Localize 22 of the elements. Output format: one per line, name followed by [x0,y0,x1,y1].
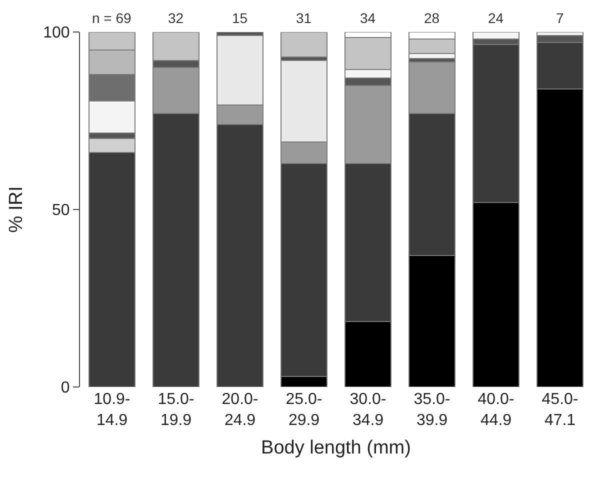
x-tick-label: 45.0- 47.1 [542,391,578,429]
text: 24 [488,10,504,26]
y-tick-label: 0 [60,380,70,397]
y-tick-label: 100 [43,24,70,42]
text: 32 [168,10,184,26]
x-tick-label: 35.0- 39.9 [414,391,450,429]
bar [280,32,328,58]
x-tick-label: 40.0- 44.9 [478,391,514,429]
x-tick-label: 30.0- 34.9 [350,391,386,429]
x-tick-label: 20.0- 24.9 [222,391,258,429]
text: 15 [232,10,248,26]
text: n = 69 [92,10,132,26]
text: 28 [424,10,440,26]
x-tick-label: 25.0- 29.9 [286,391,322,429]
x-axis-title: Body length (mm) [261,438,411,459]
text: 7 [556,10,564,26]
x-tick-label: 15.0- 19.9 [158,391,194,429]
y-axis-title: % IRI [6,186,27,233]
x-tick-label: 10.9- 14.9 [94,391,130,429]
text: 34 [360,10,376,26]
y-tick-label: 50 [52,202,70,220]
text: 31 [296,10,312,26]
